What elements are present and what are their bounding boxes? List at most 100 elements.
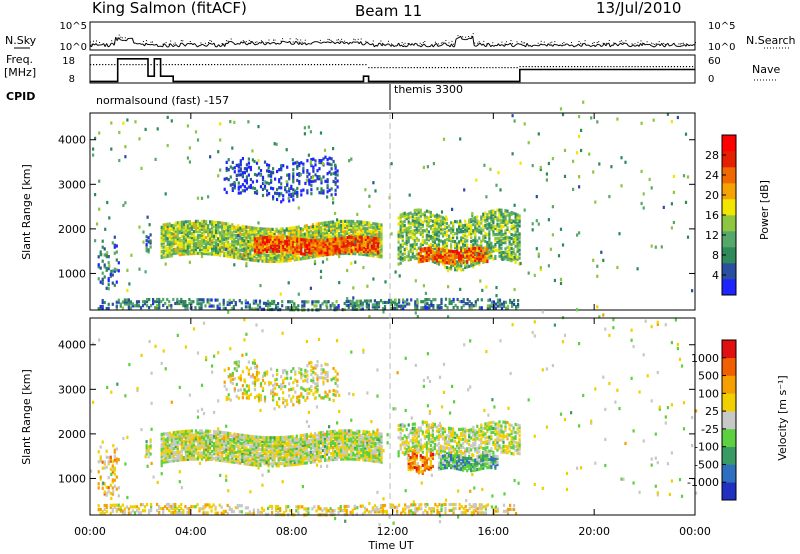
range-cell (347, 248, 349, 251)
nave-dot (275, 64, 276, 65)
range-cell (502, 213, 504, 216)
nave-tick-top: 60 (708, 56, 721, 67)
range-cell (211, 304, 213, 307)
range-cell (272, 238, 274, 241)
range-cell (517, 213, 519, 216)
range-cell (513, 224, 515, 227)
range-cell (286, 240, 288, 243)
range-cell (128, 282, 130, 285)
nave-label: Nave (752, 63, 780, 76)
range-cell (282, 194, 284, 197)
range-cell (464, 244, 466, 247)
nsearch-dot (344, 41, 345, 42)
range-cell (292, 198, 294, 201)
nave-dot (102, 64, 103, 65)
range-cell (464, 260, 466, 263)
range-cell (288, 187, 290, 190)
range-cell (489, 304, 491, 307)
range-cell (262, 194, 264, 197)
noise-segment (405, 46, 407, 47)
range-cell (306, 253, 308, 256)
noise-segment (553, 44, 555, 46)
nsearch-dot (622, 42, 623, 43)
range-cell (247, 240, 249, 243)
range-cell (416, 217, 418, 220)
nave-dot (538, 66, 539, 67)
range-cell (322, 222, 324, 225)
range-cell (384, 280, 386, 283)
range-cell (406, 298, 408, 301)
range-cell (258, 243, 260, 246)
range-cell (512, 152, 514, 155)
noise-segment (352, 42, 354, 44)
range-cell (458, 252, 460, 255)
range-cell (94, 193, 96, 196)
nsky-label: N.Sky (5, 34, 37, 47)
range-cell (538, 253, 540, 256)
range-cell (558, 254, 560, 257)
date-title: 13/Jul/2010 (596, 0, 681, 17)
noise-segment (265, 43, 267, 45)
range-cell (422, 247, 424, 250)
range-cell (221, 222, 223, 225)
nave-dot (671, 66, 672, 67)
noise-segment (601, 46, 603, 47)
range-cell (253, 160, 255, 163)
range-cell (513, 303, 515, 306)
noise-segment (188, 43, 190, 44)
nave-dot (160, 64, 161, 65)
range-cell (480, 228, 482, 231)
noise-segment (606, 44, 608, 46)
nave-dot (520, 66, 521, 67)
range-cell (476, 262, 478, 265)
range-cell (414, 209, 416, 212)
range-cell (414, 255, 416, 258)
nsearch-dot (340, 41, 341, 42)
range-cell (499, 299, 501, 302)
range-cell (257, 227, 259, 230)
range-cell (254, 173, 256, 176)
range-cell (514, 119, 516, 122)
nave-dot (647, 66, 648, 67)
nave-dot (184, 64, 185, 65)
range-cell (402, 235, 404, 238)
nave-dot (338, 64, 339, 65)
range-cell (116, 305, 118, 308)
range-cell (297, 304, 299, 307)
noise-segment (182, 43, 184, 44)
range-cell (150, 304, 152, 307)
nave-dot (314, 64, 315, 65)
range-cell (517, 256, 519, 259)
range-cell (480, 255, 482, 258)
range-cell (457, 298, 459, 301)
range-cell (242, 171, 244, 174)
range-cell (324, 156, 326, 159)
range-cell (519, 249, 521, 252)
range-cell (257, 259, 259, 262)
range-cell (446, 234, 448, 237)
range-cell (292, 192, 294, 195)
range-cell (250, 166, 252, 169)
nave-dot (501, 67, 502, 68)
range-cell (415, 311, 417, 314)
range-cell (290, 227, 292, 230)
range-cell (447, 269, 449, 272)
range-cell (330, 173, 332, 176)
noise-segment (598, 44, 600, 45)
range-cell (132, 302, 134, 305)
range-cell (482, 229, 484, 232)
range-cell (513, 248, 515, 251)
range-cell (446, 266, 448, 269)
range-cell (519, 240, 521, 243)
range-cell (332, 232, 334, 235)
range-cell (211, 230, 213, 233)
range-cell (476, 239, 478, 242)
range-cell (322, 260, 324, 263)
range-cell (506, 250, 508, 253)
range-cell (515, 245, 517, 248)
range-cell (274, 236, 276, 239)
range-cell (480, 216, 482, 219)
range-cell (198, 306, 200, 309)
noise-segment (574, 46, 576, 47)
